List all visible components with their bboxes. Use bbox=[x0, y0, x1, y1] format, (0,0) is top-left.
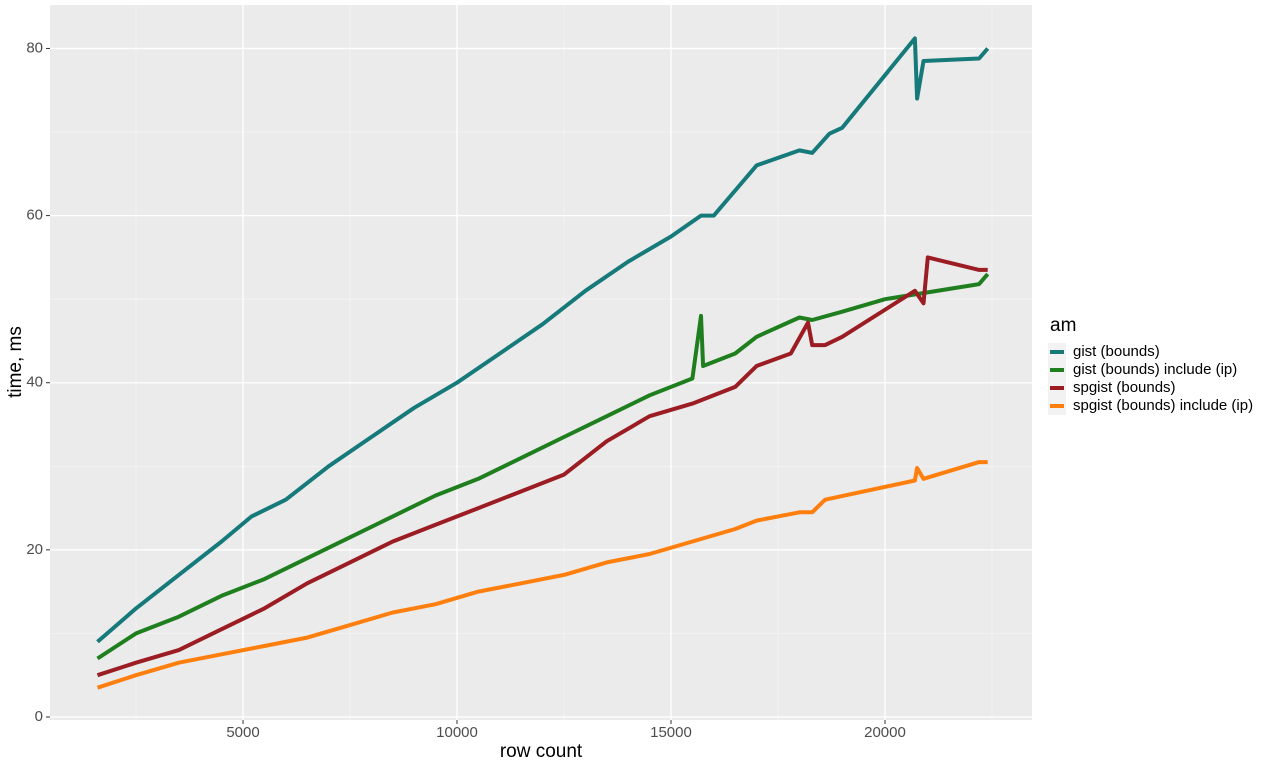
y-tick-label: 80 bbox=[26, 39, 43, 56]
legend-label: gist (bounds) bbox=[1073, 343, 1160, 360]
series-line bbox=[96, 460, 988, 690]
series-line bbox=[96, 255, 988, 678]
legend-label: spgist (bounds) bbox=[1073, 379, 1176, 396]
series-line bbox=[96, 272, 990, 661]
legend-label: spgist (bounds) include (ip) bbox=[1073, 397, 1253, 414]
legend-title: am bbox=[1050, 315, 1076, 336]
y-tick-label: 20 bbox=[26, 541, 43, 558]
y-tick-label: 0 bbox=[35, 708, 43, 725]
x-tick-label: 15000 bbox=[650, 724, 692, 741]
legend-label: gist (bounds) include (ip) bbox=[1073, 361, 1237, 378]
y-tick-label: 40 bbox=[26, 374, 43, 391]
series-line bbox=[96, 36, 990, 644]
y-tick-label: 60 bbox=[26, 207, 43, 224]
y-axis-label: time, ms bbox=[5, 326, 26, 398]
x-tick-label: 10000 bbox=[436, 724, 478, 741]
x-axis-label: row count bbox=[500, 741, 583, 762]
x-tick-label: 5000 bbox=[226, 724, 259, 741]
x-tick-label: 20000 bbox=[864, 724, 906, 741]
